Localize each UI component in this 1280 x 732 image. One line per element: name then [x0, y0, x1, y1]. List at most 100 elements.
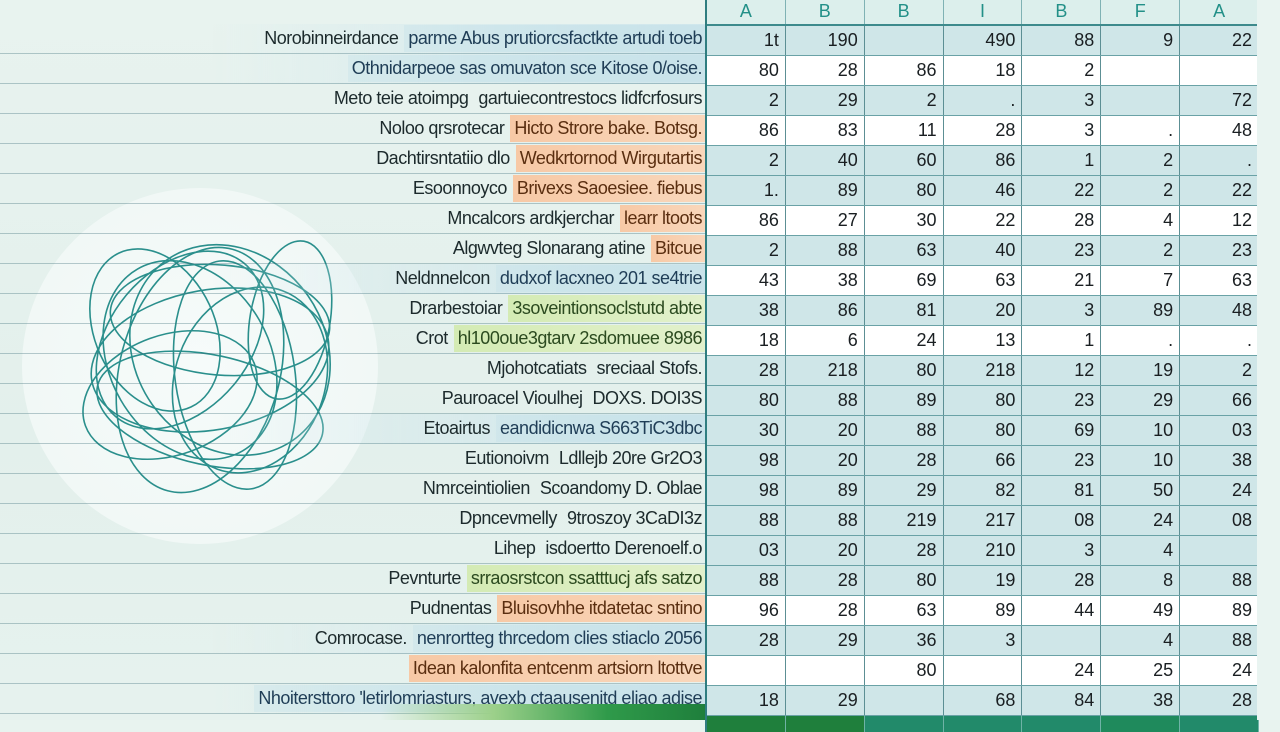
table-cell[interactable]: 2	[1180, 356, 1260, 385]
table-cell[interactable]: 88	[707, 506, 786, 535]
table-cell[interactable]: 1	[1022, 326, 1102, 355]
table-cell[interactable]: 29	[786, 626, 865, 655]
table-cell[interactable]: 69	[1022, 416, 1102, 445]
table-cell[interactable]: 68	[944, 686, 1023, 715]
table-cell[interactable]: 86	[865, 56, 944, 85]
table-cell[interactable]: 10	[1101, 416, 1181, 445]
table-cell[interactable]: 218	[944, 356, 1023, 385]
table-cell[interactable]: 18	[707, 326, 786, 355]
column-header[interactable]: A	[1180, 0, 1260, 24]
table-cell[interactable]: 217	[944, 506, 1023, 535]
table-cell[interactable]: 98	[707, 476, 786, 505]
table-cell[interactable]: 88	[786, 386, 865, 415]
table-cell[interactable]: 22	[944, 206, 1023, 235]
table-cell[interactable]: 24	[1180, 476, 1260, 505]
table-cell[interactable]: 89	[865, 386, 944, 415]
table-cell[interactable]: 2	[707, 86, 786, 115]
table-cell[interactable]: 7	[1101, 266, 1181, 295]
table-cell[interactable]	[865, 26, 944, 55]
table-cell[interactable]: 86	[786, 296, 865, 325]
table-cell[interactable]	[944, 656, 1023, 685]
table-cell[interactable]: 50	[1101, 476, 1181, 505]
table-cell[interactable]: 98	[707, 446, 786, 475]
table-cell[interactable]: 3	[1022, 296, 1102, 325]
table-cell[interactable]: 83	[786, 116, 865, 145]
table-cell[interactable]: 190	[786, 26, 865, 55]
table-cell[interactable]: 29	[865, 476, 944, 505]
table-cell[interactable]: 86	[707, 116, 786, 145]
table-cell[interactable]: 88	[786, 236, 865, 265]
table-cell[interactable]: 38	[1180, 446, 1260, 475]
table-cell[interactable]: 2	[1022, 56, 1102, 85]
table-cell[interactable]: 40	[786, 146, 865, 175]
table-cell[interactable]: 24	[1180, 656, 1260, 685]
table-cell[interactable]: 89	[786, 476, 865, 505]
table-cell[interactable]: 28	[865, 536, 944, 565]
table-cell[interactable]: 19	[1101, 356, 1181, 385]
column-header[interactable]: B	[865, 0, 944, 24]
table-cell[interactable]: 28	[707, 356, 786, 385]
table-cell[interactable]: 29	[786, 86, 865, 115]
table-cell[interactable]: 24	[865, 326, 944, 355]
table-cell[interactable]: 82	[944, 476, 1023, 505]
table-cell[interactable]: 22	[1180, 26, 1260, 55]
table-cell[interactable]: 28	[944, 116, 1023, 145]
table-cell[interactable]: 89	[1180, 596, 1260, 625]
table-cell[interactable]	[786, 656, 865, 685]
table-cell[interactable]: 48	[1180, 296, 1260, 325]
table-cell[interactable]: 29	[1101, 386, 1181, 415]
table-cell[interactable]: 86	[707, 206, 786, 235]
table-cell[interactable]: 22	[1022, 176, 1102, 205]
table-cell[interactable]: 69	[865, 266, 944, 295]
table-cell[interactable]: 80	[865, 176, 944, 205]
table-cell[interactable]: 28	[707, 626, 786, 655]
table-cell[interactable]: 38	[707, 296, 786, 325]
table-cell[interactable]: 2	[1101, 146, 1181, 175]
table-cell[interactable]: 2	[707, 236, 786, 265]
table-cell[interactable]: 4	[1101, 536, 1181, 565]
table-cell[interactable]: 12	[1180, 206, 1260, 235]
table-cell[interactable]: .	[1101, 326, 1181, 355]
table-cell[interactable]: 43	[707, 266, 786, 295]
table-cell[interactable]: 28	[865, 446, 944, 475]
table-cell[interactable]: 72	[1180, 86, 1260, 115]
table-cell[interactable]: 4	[1101, 206, 1181, 235]
table-cell[interactable]: 25	[1101, 656, 1181, 685]
table-cell[interactable]: 23	[1022, 446, 1102, 475]
table-cell[interactable]: 46	[944, 176, 1023, 205]
table-cell[interactable]: 20	[786, 446, 865, 475]
table-cell[interactable]: 28	[1022, 206, 1102, 235]
table-cell[interactable]: 96	[707, 596, 786, 625]
table-cell[interactable]	[707, 656, 786, 685]
table-cell[interactable]: 66	[944, 446, 1023, 475]
table-cell[interactable]: 60	[865, 146, 944, 175]
table-cell[interactable]: 490	[944, 26, 1023, 55]
table-cell[interactable]: 2	[707, 146, 786, 175]
table-cell[interactable]: 9	[1101, 26, 1181, 55]
table-cell[interactable]: 48	[1180, 116, 1260, 145]
table-cell[interactable]: 3	[944, 626, 1023, 655]
table-cell[interactable]: 38	[1101, 686, 1181, 715]
column-header[interactable]: B	[786, 0, 865, 24]
table-cell[interactable]	[1101, 86, 1181, 115]
table-cell[interactable]: 81	[1022, 476, 1102, 505]
table-cell[interactable]: 28	[1180, 686, 1260, 715]
table-cell[interactable]: 20	[786, 536, 865, 565]
table-cell[interactable]: 08	[1022, 506, 1102, 535]
table-cell[interactable]: 28	[786, 56, 865, 85]
table-cell[interactable]: 49	[1101, 596, 1181, 625]
table-cell[interactable]: 23	[1022, 386, 1102, 415]
table-cell[interactable]: 20	[786, 416, 865, 445]
table-cell[interactable]: 1t	[707, 26, 786, 55]
table-cell[interactable]: 3	[1022, 86, 1102, 115]
table-cell[interactable]: 03	[707, 536, 786, 565]
table-cell[interactable]: .	[1180, 146, 1260, 175]
table-cell[interactable]: 2	[1101, 176, 1181, 205]
table-cell[interactable]: 63	[1180, 266, 1260, 295]
table-cell[interactable]: 24	[1022, 656, 1102, 685]
table-cell[interactable]: 86	[944, 146, 1023, 175]
table-cell[interactable]: 80	[865, 656, 944, 685]
table-cell[interactable]: 40	[944, 236, 1023, 265]
table-cell[interactable]: 80	[707, 56, 786, 85]
table-cell[interactable]: 80	[865, 356, 944, 385]
